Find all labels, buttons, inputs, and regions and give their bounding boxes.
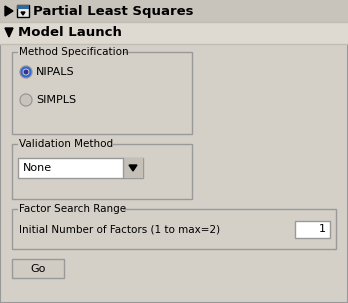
Bar <box>12 259 64 278</box>
Bar <box>18 139 113 149</box>
Bar <box>18 47 123 57</box>
Bar <box>0 22 348 44</box>
Bar <box>17 5 29 9</box>
Circle shape <box>21 67 31 77</box>
Bar <box>12 209 336 249</box>
Bar <box>18 204 123 214</box>
Text: Factor Search Range: Factor Search Range <box>19 204 126 214</box>
Text: Partial Least Squares: Partial Least Squares <box>33 5 193 18</box>
Text: NIPALS: NIPALS <box>36 67 74 77</box>
Polygon shape <box>5 28 13 37</box>
Text: Go: Go <box>30 264 46 274</box>
Bar <box>295 221 330 238</box>
Bar <box>17 5 29 17</box>
Text: 1: 1 <box>319 224 326 234</box>
Bar <box>12 52 192 134</box>
Polygon shape <box>21 12 25 15</box>
Text: None: None <box>23 163 52 173</box>
Text: SIMPLS: SIMPLS <box>36 95 76 105</box>
Text: Validation Method: Validation Method <box>19 139 113 149</box>
Circle shape <box>21 95 31 105</box>
Circle shape <box>24 69 29 75</box>
Text: Method Specification: Method Specification <box>19 47 129 57</box>
Polygon shape <box>129 165 137 171</box>
Bar <box>123 158 143 178</box>
Text: Initial Number of Factors (1 to max=2): Initial Number of Factors (1 to max=2) <box>19 224 220 234</box>
Bar <box>0 0 348 22</box>
Polygon shape <box>5 6 13 16</box>
Bar <box>18 158 143 178</box>
Text: Model Launch: Model Launch <box>18 26 122 39</box>
Bar <box>12 144 192 199</box>
